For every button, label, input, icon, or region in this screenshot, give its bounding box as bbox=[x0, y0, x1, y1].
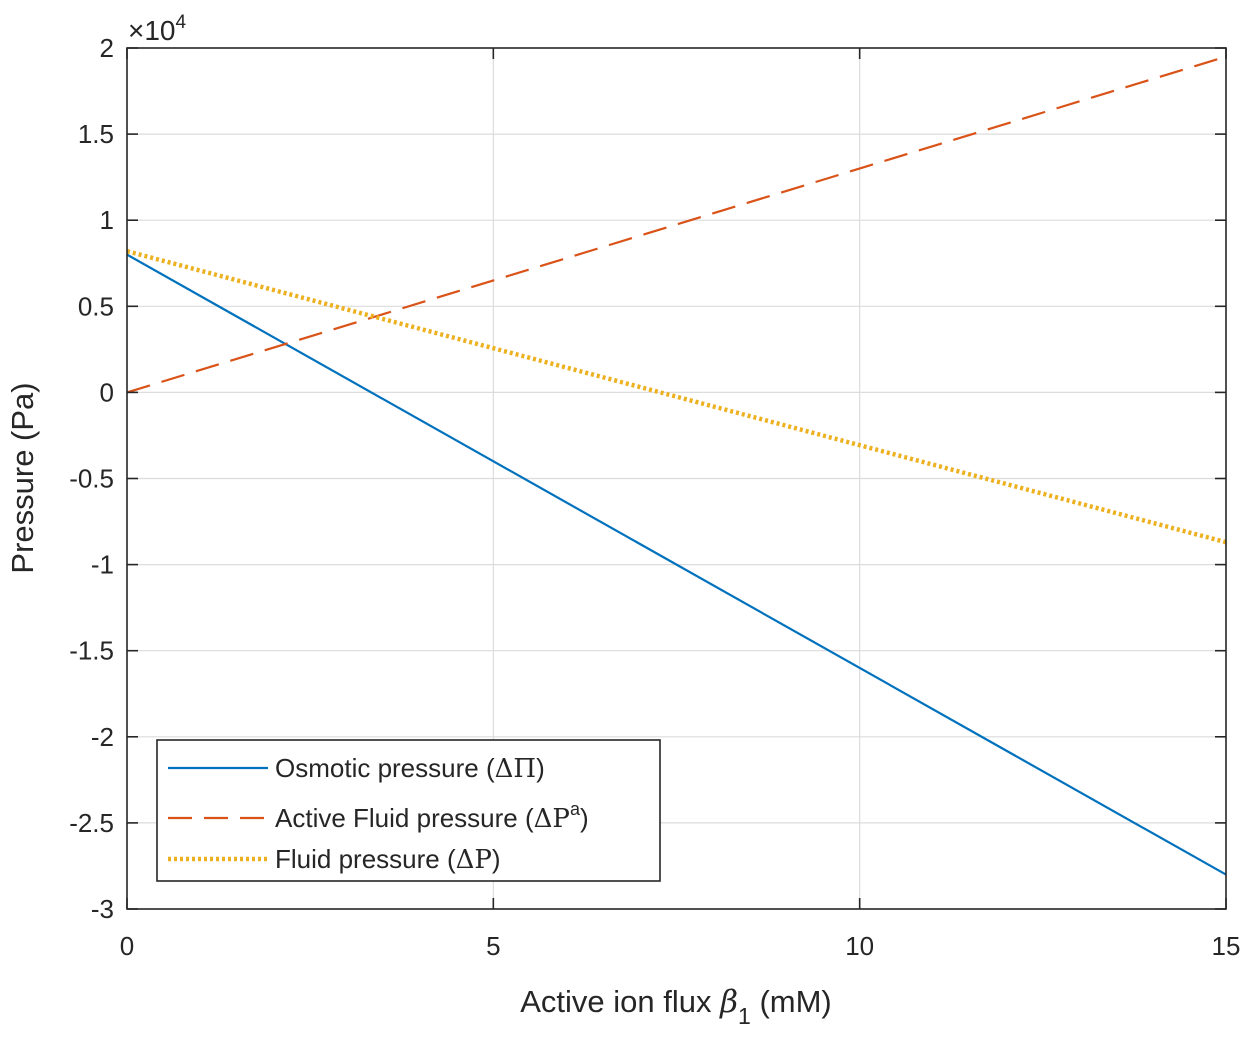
legend-label-osmotic: Osmotic pressure (ΔΠ) bbox=[275, 753, 545, 784]
y-axis-label: Pressure (Pa) bbox=[5, 382, 40, 573]
x-axis-label-text: Active ion flux bbox=[520, 984, 720, 1019]
x-tick-label: 0 bbox=[120, 931, 134, 961]
y-tick-label: -3 bbox=[91, 894, 114, 924]
y-tick-label: 0.5 bbox=[78, 291, 114, 321]
y-tick-label: 0 bbox=[100, 377, 114, 407]
y-exponent-base: ×10 bbox=[128, 15, 176, 46]
series-line-active bbox=[126, 55, 1227, 394]
y-exponent-power: 4 bbox=[176, 12, 187, 33]
y-tick-label: -2 bbox=[91, 722, 114, 752]
y-tick-label: 1 bbox=[100, 205, 114, 235]
x-axis-label-subscript: 1 bbox=[738, 1003, 751, 1029]
x-axis-label-symbol: β bbox=[719, 984, 738, 1020]
legend-label-fluid: Fluid pressure (ΔP) bbox=[275, 844, 501, 875]
legend: Osmotic pressure (ΔΠ) Active Fluid pressu… bbox=[156, 739, 661, 882]
ticks: 0 5 10 15 -3 -2.5 -2 -1.5 -1 -0.5 0 0.5 1 1.5 2 bbox=[69, 33, 1240, 961]
y-tick-label: -1 bbox=[91, 550, 114, 580]
y-exponent-label: ×104 bbox=[128, 12, 187, 46]
x-tick-label: 5 bbox=[486, 931, 500, 961]
x-axis-label: Active ion flux β1 (mM) bbox=[520, 984, 832, 1029]
x-tick-label: 15 bbox=[1212, 931, 1241, 961]
y-tick-label: -1.5 bbox=[69, 636, 114, 666]
x-axis-label-unit: (mM) bbox=[751, 984, 832, 1019]
y-tick-label: -2.5 bbox=[69, 808, 114, 838]
x-tick-label: 10 bbox=[845, 931, 874, 961]
series-line-osmotic bbox=[126, 253, 1227, 876]
series-group bbox=[126, 55, 1227, 876]
y-tick-label: 2 bbox=[100, 33, 114, 63]
y-tick-label: 1.5 bbox=[78, 119, 114, 149]
y-tick-label: -0.5 bbox=[69, 464, 114, 494]
legend-label-active: Active Fluid pressure (ΔPa) bbox=[275, 799, 589, 834]
